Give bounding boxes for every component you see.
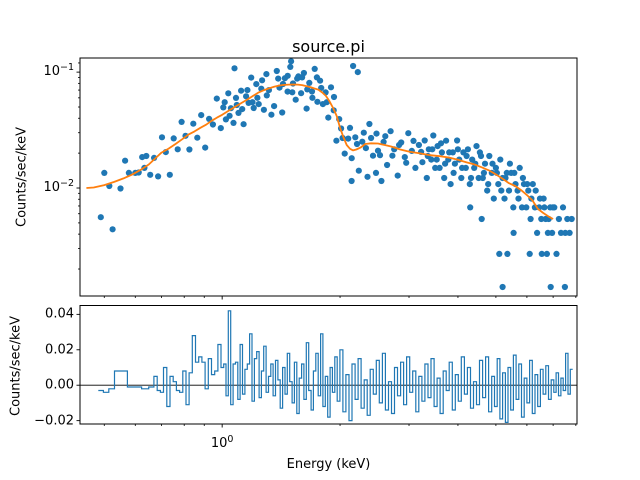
y-axis-label-top: Counts/sec/keV	[14, 126, 30, 228]
x-tick-label: 100	[210, 434, 234, 451]
y-tick-label: 10−2	[43, 178, 74, 195]
y-tick-label: 0.02	[45, 342, 74, 358]
y-tick-label: 0.04	[45, 306, 74, 322]
plot-title: source.pi	[292, 37, 365, 56]
y-tick-label: 10−1	[43, 62, 74, 80]
y-tick-label: 0.00	[45, 377, 74, 393]
y-tick-label: −0.02	[34, 413, 74, 429]
y-axis-label-bottom: Counts/sec/keV	[8, 315, 24, 417]
x-axis-label: Energy (keV)	[286, 457, 371, 472]
